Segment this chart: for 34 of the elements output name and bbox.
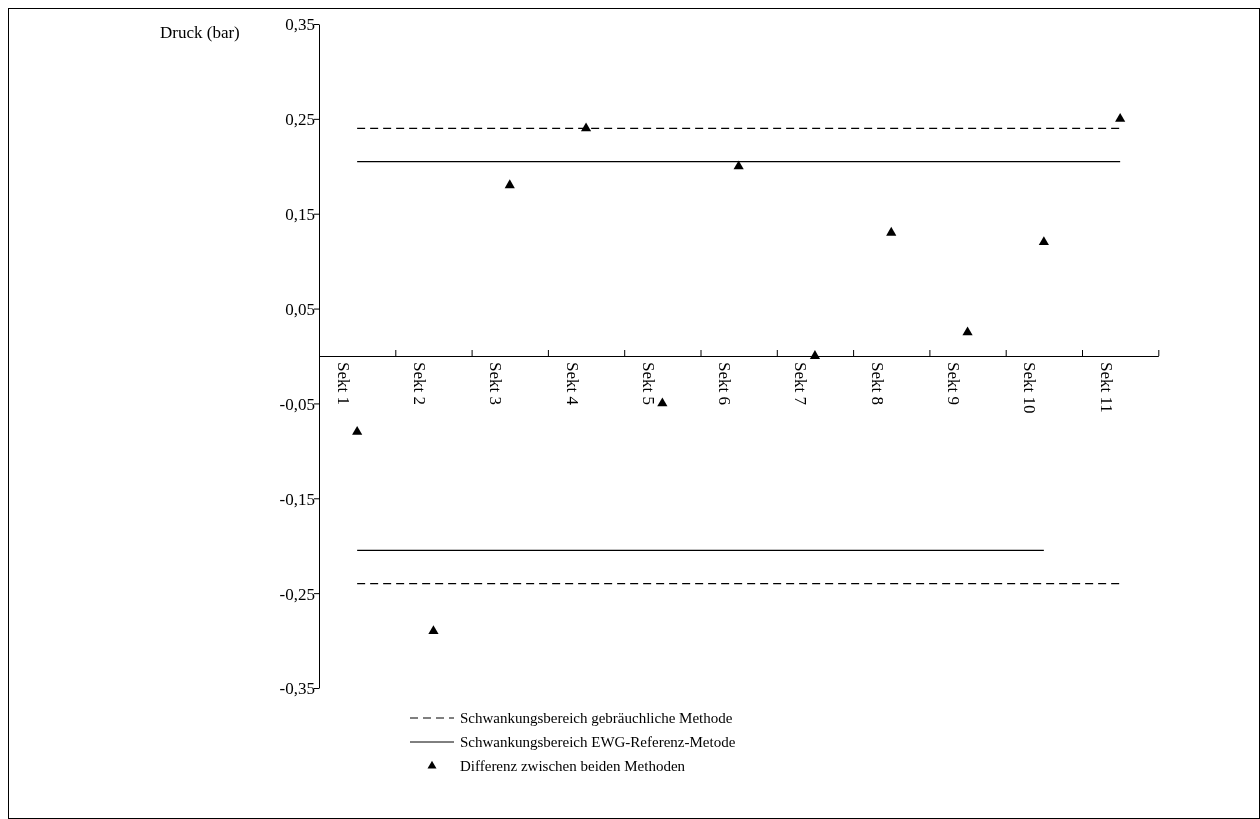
point [1115,112,1126,122]
point [504,179,515,189]
x-tick-label: Sekt 5 [638,362,658,405]
x-tick-label: Sekt 4 [562,362,582,406]
point [733,160,744,170]
x-tick-label: Sekt 1 [333,362,353,405]
x-tick-label: Sekt 10 [1020,362,1040,414]
y-tick-label: 0,05 [285,300,315,320]
y-tick-label: 0,25 [285,110,315,130]
x-tick-label: Sekt 3 [486,362,506,405]
x-tick-label: Sekt 6 [715,362,735,405]
point [580,122,592,132]
y-tick-label: -0,25 [279,584,315,604]
y-tick-label: -0,35 [279,679,315,699]
y-tick-label: -0,15 [279,489,315,509]
x-tick-label: Sekt 9 [944,362,964,405]
y-tick-label: 0,15 [285,205,315,225]
legend-label: Schwankungsbereich EWG-Referenz-Metode [460,734,736,750]
legend-label: Differenz zwischen beiden Methoden [460,758,686,774]
point [962,326,973,336]
point [809,350,821,359]
point [428,625,439,635]
point [886,226,897,236]
point [352,426,363,435]
x-tick-label: Sekt 2 [409,362,429,405]
x-tick-label: Sekt 7 [791,362,811,406]
point [657,397,668,407]
legend-label: Schwankungsbereich gebräuchliche Methode [460,710,733,726]
y-axis-title: Druck (bar) [160,23,240,42]
point [1038,236,1049,246]
x-tick-label: Sekt 8 [867,362,887,405]
y-tick-label: -0,05 [279,394,315,414]
x-tick-label: Sekt 11 [1096,362,1116,413]
y-tick-label: 0,35 [285,15,315,35]
